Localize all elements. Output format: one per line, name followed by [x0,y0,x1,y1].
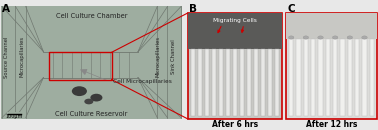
Ellipse shape [72,86,87,96]
Text: Source Channel: Source Channel [4,36,9,78]
Ellipse shape [90,94,102,102]
Bar [296,39,301,116]
Bar [49,52,112,80]
Bar [240,49,244,116]
Text: After 12 hrs: After 12 hrs [306,120,357,129]
Text: Cell Culture Chamber: Cell Culture Chamber [56,13,127,19]
Bar [198,49,202,116]
Bar [212,49,216,116]
Text: Microcapillaries: Microcapillaries [19,36,25,77]
Text: B: B [189,4,197,14]
Text: Sink Channel: Sink Channel [170,40,176,74]
Bar [355,39,359,116]
Bar [362,39,367,116]
Text: Cell Microcapillaries: Cell Microcapillaries [113,79,172,84]
Bar [7,112,23,117]
Bar [333,39,338,116]
Bar [347,39,352,116]
Text: Microcapillaries: Microcapillaries [155,36,161,77]
Ellipse shape [318,36,323,39]
Text: Migrating Cells: Migrating Cells [213,18,257,22]
Ellipse shape [303,36,308,39]
Bar [188,13,282,49]
Ellipse shape [332,36,338,39]
Ellipse shape [347,36,353,39]
Bar [304,39,308,116]
Bar [191,49,195,116]
Ellipse shape [84,99,93,104]
Bar [325,39,330,116]
Bar [232,49,237,116]
Bar [1,6,182,119]
Bar [268,49,272,116]
Text: C: C [287,4,295,14]
Text: Cell Culture Reservoir: Cell Culture Reservoir [55,111,128,117]
Bar [254,49,258,116]
Bar [311,39,316,116]
Bar [188,13,282,119]
Bar [218,49,223,116]
Bar [205,49,209,116]
Bar [286,13,377,119]
Bar [340,39,345,116]
Bar [318,39,323,116]
Bar [370,39,374,116]
Bar [261,49,265,116]
Bar [246,49,251,116]
Ellipse shape [288,36,294,39]
Ellipse shape [362,36,367,39]
Bar [286,13,377,39]
Bar [274,49,279,116]
Text: After 6 hrs: After 6 hrs [212,120,258,129]
Text: A: A [2,4,10,14]
Bar [289,39,293,116]
Text: 100μm: 100μm [5,114,23,119]
Bar [226,49,230,116]
